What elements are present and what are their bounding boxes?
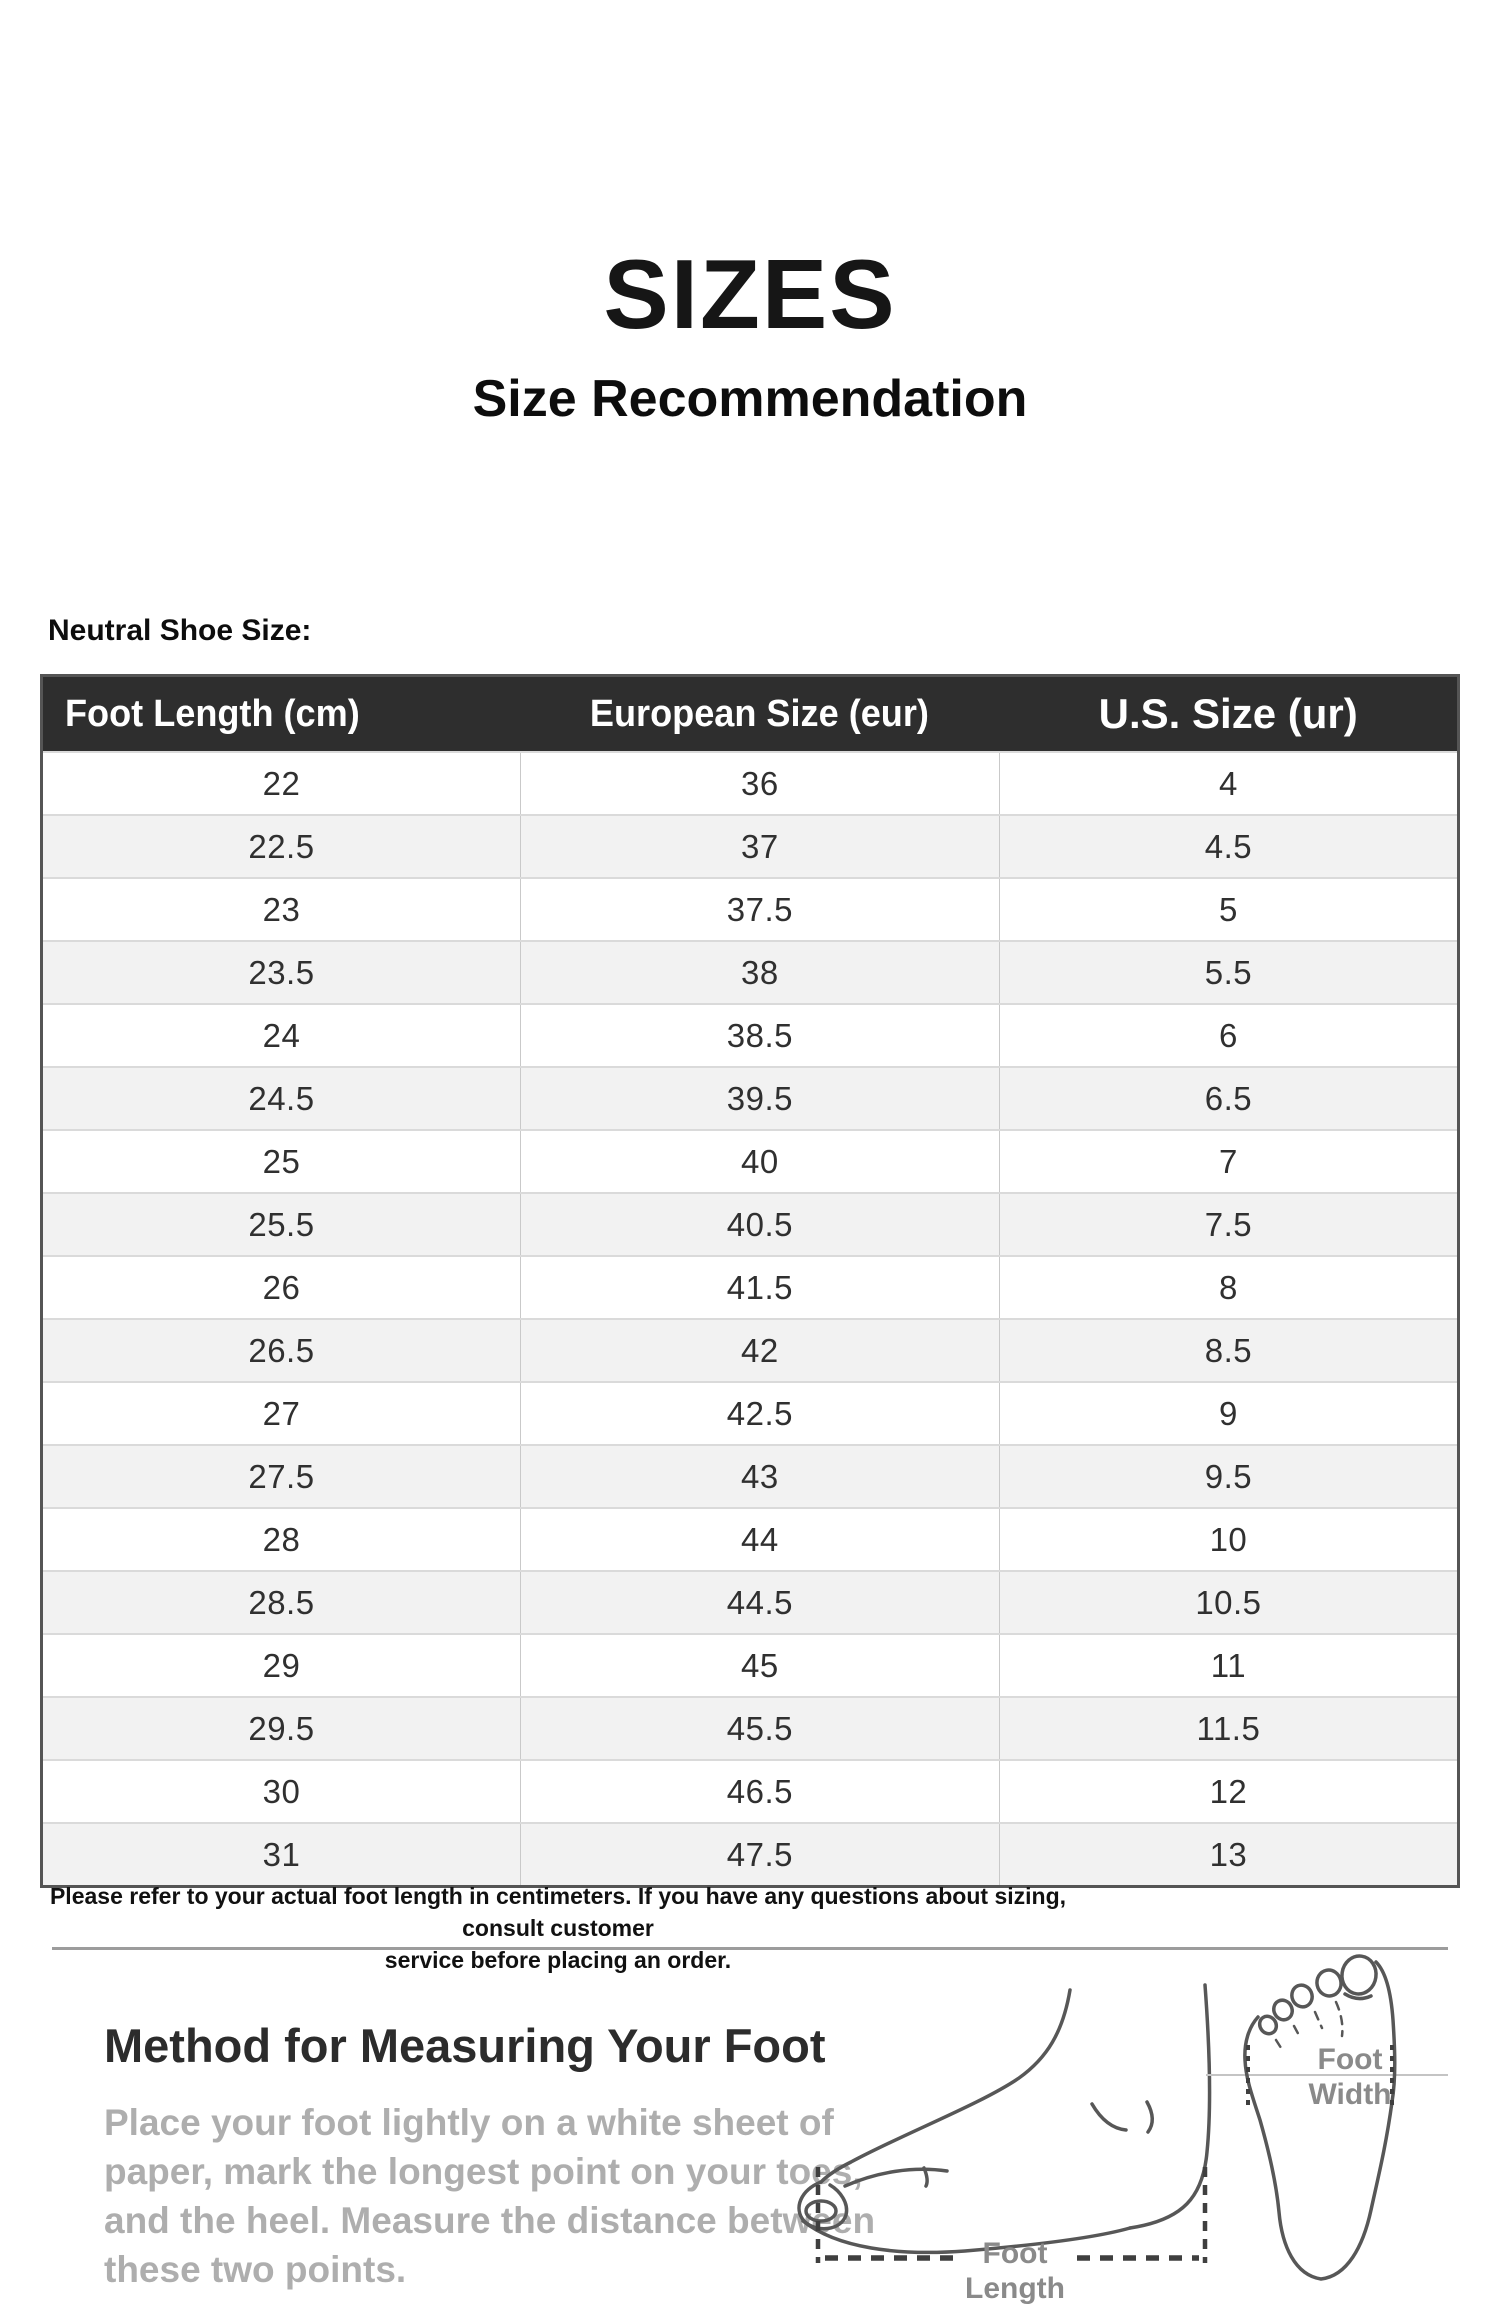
size-table: Foot Length (cm) European Size (eur) U.S… <box>40 674 1460 1888</box>
table-cell: 47.5 <box>519 1822 1000 1887</box>
table-cell: 12 <box>998 1759 1459 1823</box>
table-row: 30 46.5 12 <box>41 1759 1459 1823</box>
table-row: 25.5 40.5 7.5 <box>41 1192 1459 1256</box>
page-subtitle: Size Recommendation <box>472 370 1028 428</box>
column-header-us-size: U.S. Size (ur) <box>999 675 1459 752</box>
table-cell: 27.5 <box>41 1444 521 1508</box>
size-table-body: 22 36 4 22.5 37 4.5 23 37.5 5 23.5 38 5.5 24 38.5 6 24.… <box>41 751 1459 1887</box>
table-cell: 38 <box>519 940 1000 1004</box>
instruction-line: paper, mark the longest point on your to… <box>104 2151 863 2192</box>
table-cell: 10 <box>998 1507 1459 1571</box>
table-row: 28.5 44.5 10.5 <box>41 1570 1459 1634</box>
table-cell: 41.5 <box>519 1255 1000 1319</box>
table-cell: 23.5 <box>41 940 521 1004</box>
table-row: 28 44 10 <box>41 1507 1459 1571</box>
table-cell: 5 <box>998 877 1459 941</box>
table-cell: 6 <box>998 1003 1459 1067</box>
table-cell: 24.5 <box>41 1066 521 1130</box>
sizing-note: Please refer to your actual foot length … <box>30 1880 1086 1976</box>
table-cell: 37 <box>519 814 1000 878</box>
column-header-european-size: European Size (eur) <box>520 675 1000 752</box>
table-cell: 37.5 <box>519 877 1000 941</box>
page-title: SIZES <box>603 239 897 349</box>
table-cell: 25.5 <box>41 1192 521 1256</box>
table-cell: 24 <box>41 1003 521 1067</box>
table-cell: 11.5 <box>998 1696 1459 1760</box>
foot-length-label: Foot Length <box>965 2237 1065 2305</box>
table-row: 22.5 37 4.5 <box>41 814 1459 878</box>
table-cell: 31 <box>41 1822 521 1887</box>
table-cell: 36 <box>519 751 1000 815</box>
table-cell: 4 <box>998 751 1459 815</box>
foot-width-measure-line <box>1206 2074 1448 2076</box>
table-cell: 22.5 <box>41 814 521 878</box>
table-cell: 13 <box>998 1822 1459 1887</box>
table-cell: 42.5 <box>519 1381 1000 1445</box>
table-row: 23.5 38 5.5 <box>41 940 1459 1004</box>
top-foot-sketch-icon <box>1243 1954 1397 2281</box>
table-cell: 8 <box>998 1255 1459 1319</box>
table-row: 24.5 39.5 6.5 <box>41 1066 1459 1130</box>
table-row: 26.5 42 8.5 <box>41 1318 1459 1382</box>
table-cell: 22 <box>41 751 521 815</box>
table-row: 26 41.5 8 <box>41 1255 1459 1319</box>
column-header-foot-length: Foot Length (cm) <box>41 675 521 752</box>
table-cell: 4.5 <box>998 814 1459 878</box>
table-cell: 7.5 <box>998 1192 1459 1256</box>
table-row: 24 38.5 6 <box>41 1003 1459 1067</box>
table-cell: 25 <box>41 1129 521 1193</box>
side-foot-sketch-icon <box>797 1983 1212 2263</box>
table-row: 25 40 7 <box>41 1129 1459 1193</box>
table-cell: 39.5 <box>519 1066 1000 1130</box>
table-cell: 40.5 <box>519 1192 1000 1256</box>
table-header-row: Foot Length (cm) European Size (eur) U.S… <box>41 675 1459 752</box>
table-cell: 29 <box>41 1633 521 1697</box>
table-row: 27.5 43 9.5 <box>41 1444 1459 1508</box>
instruction-line: Place your foot lightly on a white sheet… <box>104 2102 834 2143</box>
table-row: 22 36 4 <box>41 751 1459 815</box>
table-section-label: Neutral Shoe Size: <box>48 614 312 647</box>
table-cell: 28.5 <box>41 1570 521 1634</box>
table-cell: 42 <box>519 1318 1000 1382</box>
table-cell: 7 <box>998 1129 1459 1193</box>
section-divider <box>52 1947 1448 1950</box>
instruction-line: these two points. <box>104 2249 407 2290</box>
table-cell: 45 <box>519 1633 1000 1697</box>
sizing-note-line: service before placing an order. <box>384 1947 732 1973</box>
measuring-heading: Method for Measuring Your Foot <box>104 2019 826 2072</box>
table-row: 31 47.5 13 <box>41 1822 1459 1887</box>
table-cell: 30 <box>41 1759 521 1823</box>
table-cell: 6.5 <box>998 1066 1459 1130</box>
table-cell: 10.5 <box>998 1570 1459 1634</box>
table-cell: 9 <box>998 1381 1459 1445</box>
foot-width-label: Foot Width <box>1308 2043 1392 2111</box>
table-row: 23 37.5 5 <box>41 877 1459 941</box>
measuring-instructions: Place your foot lightly on a white sheet… <box>104 2098 875 2294</box>
table-cell: 9.5 <box>998 1444 1459 1508</box>
table-cell: 44 <box>519 1507 1000 1571</box>
table-row: 29.5 45.5 11.5 <box>41 1696 1459 1760</box>
table-cell: 5.5 <box>998 940 1459 1004</box>
table-cell: 28 <box>41 1507 521 1571</box>
instruction-line: and the heel. Measure the distance betwe… <box>104 2200 876 2241</box>
table-cell: 26 <box>41 1255 521 1319</box>
table-cell: 23 <box>41 877 521 941</box>
table-cell: 44.5 <box>519 1570 1000 1634</box>
table-cell: 26.5 <box>41 1318 521 1382</box>
table-cell: 46.5 <box>519 1759 1000 1823</box>
table-cell: 43 <box>519 1444 1000 1508</box>
table-row: 27 42.5 9 <box>41 1381 1459 1445</box>
table-cell: 27 <box>41 1381 521 1445</box>
sizing-note-line: Please refer to your actual foot length … <box>49 1883 1067 1941</box>
table-cell: 11 <box>998 1633 1459 1697</box>
table-cell: 45.5 <box>519 1696 1000 1760</box>
table-cell: 38.5 <box>519 1003 1000 1067</box>
table-cell: 8.5 <box>998 1318 1459 1382</box>
table-row: 29 45 11 <box>41 1633 1459 1697</box>
table-cell: 40 <box>519 1129 1000 1193</box>
table-cell: 29.5 <box>41 1696 521 1760</box>
